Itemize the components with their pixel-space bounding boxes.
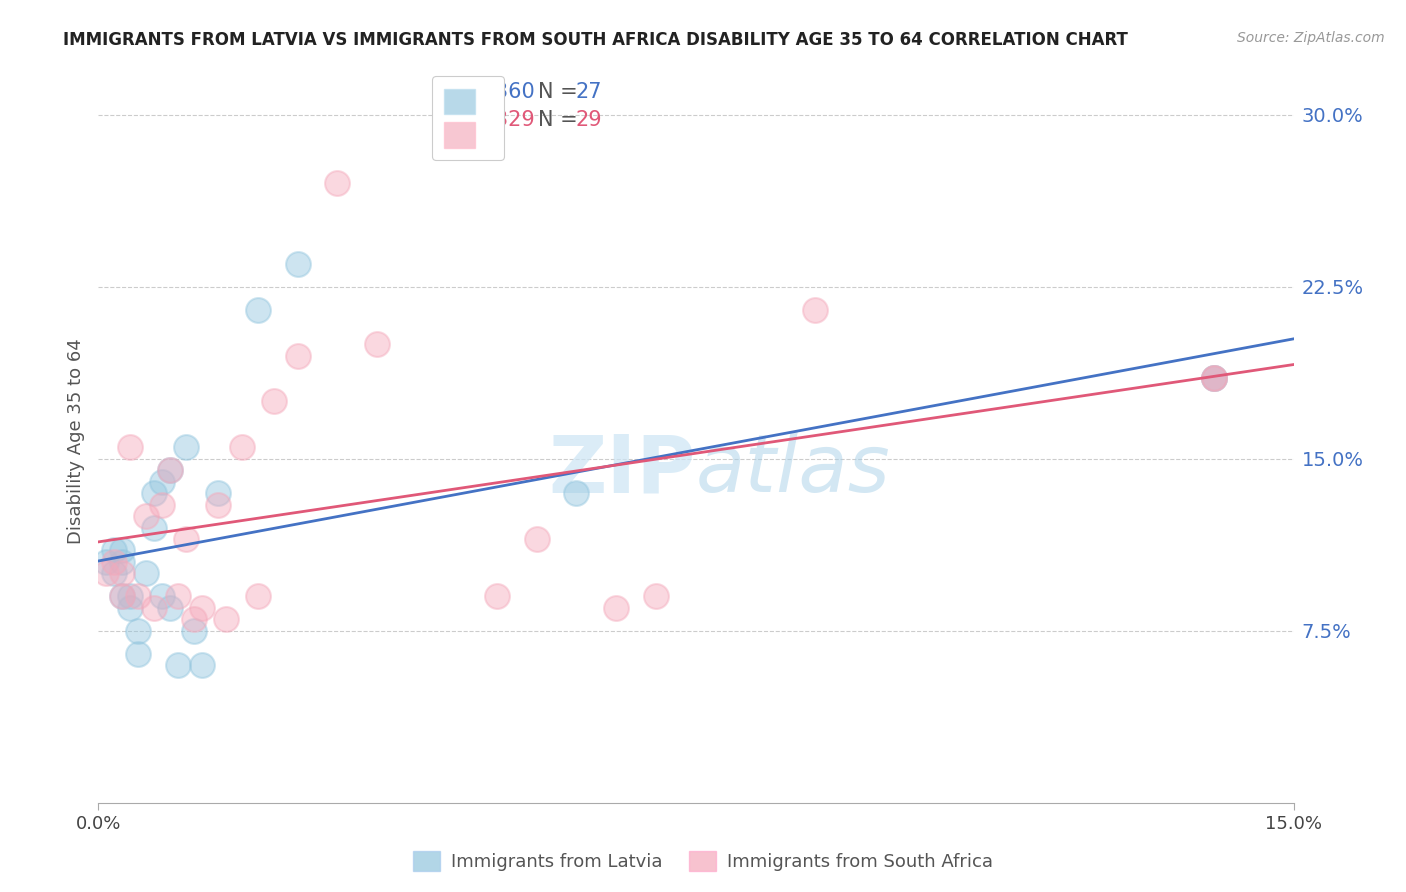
Point — [135, 509, 157, 524]
Point — [167, 590, 190, 604]
Point — [127, 647, 149, 661]
Point — [1202, 371, 1225, 385]
Text: N =: N = — [538, 82, 585, 103]
Point — [1202, 371, 1225, 385]
Point — [111, 590, 134, 604]
Point — [103, 566, 125, 581]
Point — [111, 566, 134, 581]
Point — [150, 475, 173, 489]
Point — [103, 543, 125, 558]
Text: atlas: atlas — [696, 432, 891, 509]
Text: 29: 29 — [575, 110, 602, 130]
Point — [191, 658, 214, 673]
Point — [167, 658, 190, 673]
Point — [485, 590, 508, 604]
Text: Source: ZipAtlas.com: Source: ZipAtlas.com — [1237, 31, 1385, 45]
Text: 0.360: 0.360 — [477, 82, 536, 103]
Point — [159, 463, 181, 477]
Point — [246, 590, 269, 604]
Point — [326, 177, 349, 191]
Point — [111, 555, 134, 569]
Point — [127, 590, 149, 604]
Y-axis label: Disability Age 35 to 64: Disability Age 35 to 64 — [66, 339, 84, 544]
Point — [103, 555, 125, 569]
Legend: , : , — [432, 76, 505, 161]
Point — [645, 590, 668, 604]
Point — [143, 600, 166, 615]
Point — [207, 486, 229, 500]
Text: N =: N = — [538, 110, 585, 130]
Point — [804, 302, 827, 317]
Point — [135, 566, 157, 581]
Point — [159, 600, 181, 615]
Text: IMMIGRANTS FROM LATVIA VS IMMIGRANTS FROM SOUTH AFRICA DISABILITY AGE 35 TO 64 C: IMMIGRANTS FROM LATVIA VS IMMIGRANTS FRO… — [63, 31, 1128, 49]
Point — [207, 498, 229, 512]
Point — [143, 486, 166, 500]
Point — [174, 440, 197, 454]
Point — [183, 624, 205, 638]
Point — [127, 624, 149, 638]
Point — [1202, 371, 1225, 385]
Point — [150, 590, 173, 604]
Point — [174, 532, 197, 546]
Point — [287, 349, 309, 363]
Point — [565, 486, 588, 500]
Point — [120, 590, 142, 604]
Point — [120, 440, 142, 454]
Point — [263, 394, 285, 409]
Text: ZIP: ZIP — [548, 432, 696, 509]
Point — [191, 600, 214, 615]
Point — [111, 543, 134, 558]
Point — [215, 612, 238, 626]
Point — [183, 612, 205, 626]
Point — [111, 590, 134, 604]
Point — [143, 520, 166, 534]
Text: R =: R = — [439, 82, 484, 103]
Text: 0.329: 0.329 — [477, 110, 536, 130]
Point — [120, 600, 142, 615]
Point — [96, 555, 118, 569]
Point — [605, 600, 627, 615]
Legend: Immigrants from Latvia, Immigrants from South Africa: Immigrants from Latvia, Immigrants from … — [405, 844, 1001, 879]
Text: R =: R = — [439, 110, 484, 130]
Text: 27: 27 — [575, 82, 602, 103]
Point — [1202, 371, 1225, 385]
Point — [526, 532, 548, 546]
Point — [246, 302, 269, 317]
Point — [366, 337, 388, 351]
Point — [150, 498, 173, 512]
Point — [287, 257, 309, 271]
Point — [231, 440, 253, 454]
Point — [159, 463, 181, 477]
Point — [96, 566, 118, 581]
